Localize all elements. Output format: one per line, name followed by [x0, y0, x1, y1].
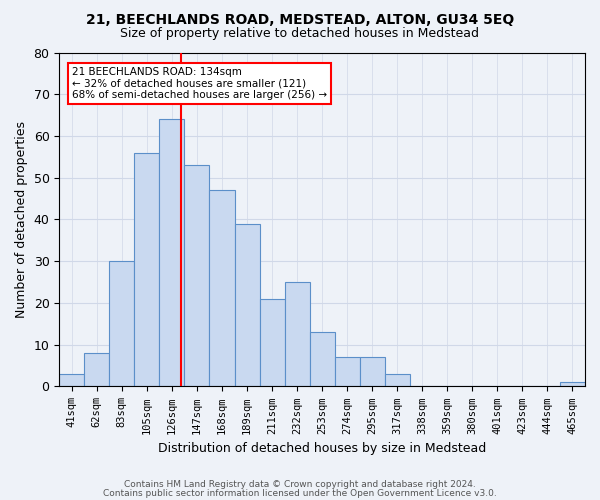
Text: Size of property relative to detached houses in Medstead: Size of property relative to detached ho… — [121, 28, 479, 40]
Text: 21 BEECHLANDS ROAD: 134sqm
← 32% of detached houses are smaller (121)
68% of sem: 21 BEECHLANDS ROAD: 134sqm ← 32% of deta… — [72, 67, 327, 100]
Bar — [284, 282, 310, 387]
Bar — [310, 332, 335, 386]
Bar — [385, 374, 410, 386]
Text: 21, BEECHLANDS ROAD, MEDSTEAD, ALTON, GU34 5EQ: 21, BEECHLANDS ROAD, MEDSTEAD, ALTON, GU… — [86, 12, 514, 26]
X-axis label: Distribution of detached houses by size in Medstead: Distribution of detached houses by size … — [158, 442, 486, 455]
Bar — [59, 374, 85, 386]
Bar — [184, 165, 209, 386]
Bar — [335, 357, 359, 386]
Bar — [359, 357, 385, 386]
Bar — [134, 152, 160, 386]
Bar — [260, 299, 284, 386]
Bar — [235, 224, 260, 386]
Bar — [109, 261, 134, 386]
Text: Contains HM Land Registry data © Crown copyright and database right 2024.: Contains HM Land Registry data © Crown c… — [124, 480, 476, 489]
Bar — [209, 190, 235, 386]
Y-axis label: Number of detached properties: Number of detached properties — [15, 121, 28, 318]
Text: Contains public sector information licensed under the Open Government Licence v3: Contains public sector information licen… — [103, 490, 497, 498]
Bar — [85, 353, 109, 386]
Bar — [560, 382, 585, 386]
Bar — [160, 120, 184, 386]
